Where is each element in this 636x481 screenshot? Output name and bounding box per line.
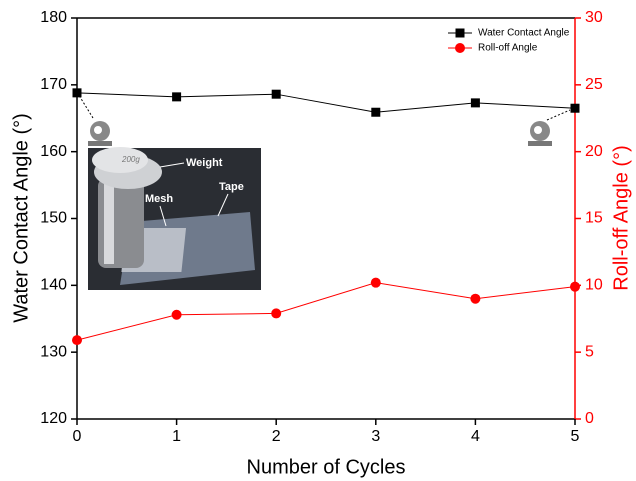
inset-arrow [159, 162, 185, 168]
inset-arrow [159, 205, 167, 227]
y2-tick-label: 10 [585, 277, 603, 294]
point [172, 92, 182, 102]
droplet-icon [79, 96, 112, 146]
droplet-icon [528, 109, 571, 146]
y2-tick-label: 20 [585, 143, 603, 160]
y-tick-label: 160 [40, 143, 67, 160]
y-tick-label: 140 [40, 277, 67, 294]
point [171, 309, 182, 320]
point [72, 88, 82, 98]
y2-tick-label: 0 [585, 410, 594, 427]
point [371, 107, 381, 117]
legend-marker [455, 28, 465, 38]
y2-tick-label: 25 [585, 76, 603, 93]
inset-mass: 200g [121, 155, 140, 164]
x-tick-label: 3 [371, 428, 380, 445]
y-tick-label: 130 [40, 343, 67, 360]
weight-highlight [104, 180, 114, 264]
y-tick-label: 120 [40, 410, 67, 427]
inset-label: Mesh [145, 193, 173, 205]
point [570, 281, 580, 292]
y2-tick-label: 30 [585, 9, 603, 26]
inset-photo: 200g Weight Mesh Tape [88, 147, 261, 290]
legend-label: Roll-off Angle [478, 43, 538, 54]
y2-tick-label: 15 [585, 210, 603, 227]
point [370, 277, 381, 288]
x-tick-label: 1 [172, 428, 181, 445]
point [271, 308, 282, 319]
y-tick-label: 170 [40, 76, 67, 93]
y2-tick-label: 5 [585, 343, 594, 360]
point [470, 98, 480, 108]
inset-arrow [217, 193, 229, 217]
x-tick-label: 2 [272, 428, 281, 445]
y2-axis-label: Roll-off Angle (°) [610, 145, 632, 290]
series-line [76, 282, 576, 341]
x-axis-label: Number of Cycles [247, 456, 406, 478]
point [271, 89, 281, 99]
legend-marker [455, 43, 465, 53]
point [470, 293, 481, 304]
y-tick-label: 150 [40, 210, 67, 227]
x-tick-label: 4 [471, 428, 480, 445]
x-tick-label: 0 [73, 428, 82, 445]
legend-label: Water Contact Angle [478, 28, 570, 39]
point [570, 103, 580, 113]
inset-label: Tape [219, 181, 244, 193]
y-tick-label: 180 [40, 9, 67, 26]
point [72, 335, 82, 346]
inset-label: Weight [186, 157, 223, 169]
x-tick-label: 5 [571, 428, 580, 445]
series-line [76, 92, 576, 113]
weight-knob [92, 147, 148, 173]
y-axis-label: Water Contact Angle (°) [10, 113, 32, 323]
